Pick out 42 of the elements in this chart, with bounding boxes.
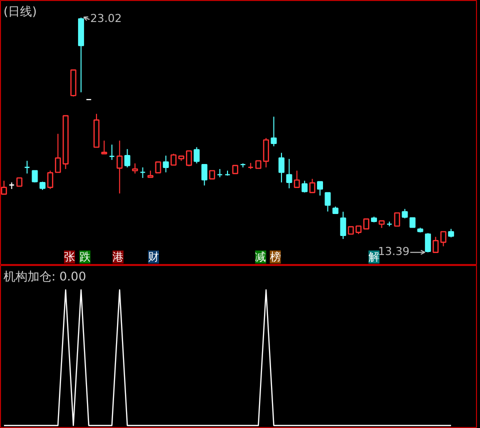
annotation: 解 [368,250,380,264]
candlestick [0,180,7,195]
candlestick [194,146,200,164]
candlestick [132,162,138,174]
annotation: 跌 [79,250,90,264]
candlestick [155,161,162,174]
candlestick [108,144,115,160]
annotation: 23.02 [90,12,122,26]
candlestick [402,208,408,219]
candlestick [101,140,108,154]
candlestick [363,218,370,230]
annotation: 减 [255,250,266,264]
candlestick [294,170,300,188]
candlestick [424,232,431,253]
chart-title: 机构加仓: 0.00 [4,270,86,284]
candlestick [162,155,169,173]
candlestick [140,166,146,178]
chart-title: (日线) [4,4,37,18]
candlestick [440,231,446,247]
candlestick [302,180,308,193]
candlestick [286,158,292,189]
candlestick [47,170,54,190]
candlestick [170,153,177,166]
candlestick [278,152,284,183]
annotation: 财 [148,250,160,264]
annotation: 港 [112,250,124,264]
candlestick [410,217,416,228]
annotation: 13.39 [378,245,410,258]
candlestick [432,236,439,253]
annotation: 榜 [270,250,281,264]
candlestick [309,178,316,194]
candlestick [32,170,38,183]
candlestick [116,140,123,194]
candlestick [394,212,400,227]
annotation: 张 [64,250,75,264]
candlestick [317,181,324,196]
candlestick [324,192,331,212]
candlestick [270,116,277,147]
candlestick [201,164,208,186]
candlestick [24,160,30,174]
candlestick [124,148,130,168]
candlestick [340,211,346,240]
